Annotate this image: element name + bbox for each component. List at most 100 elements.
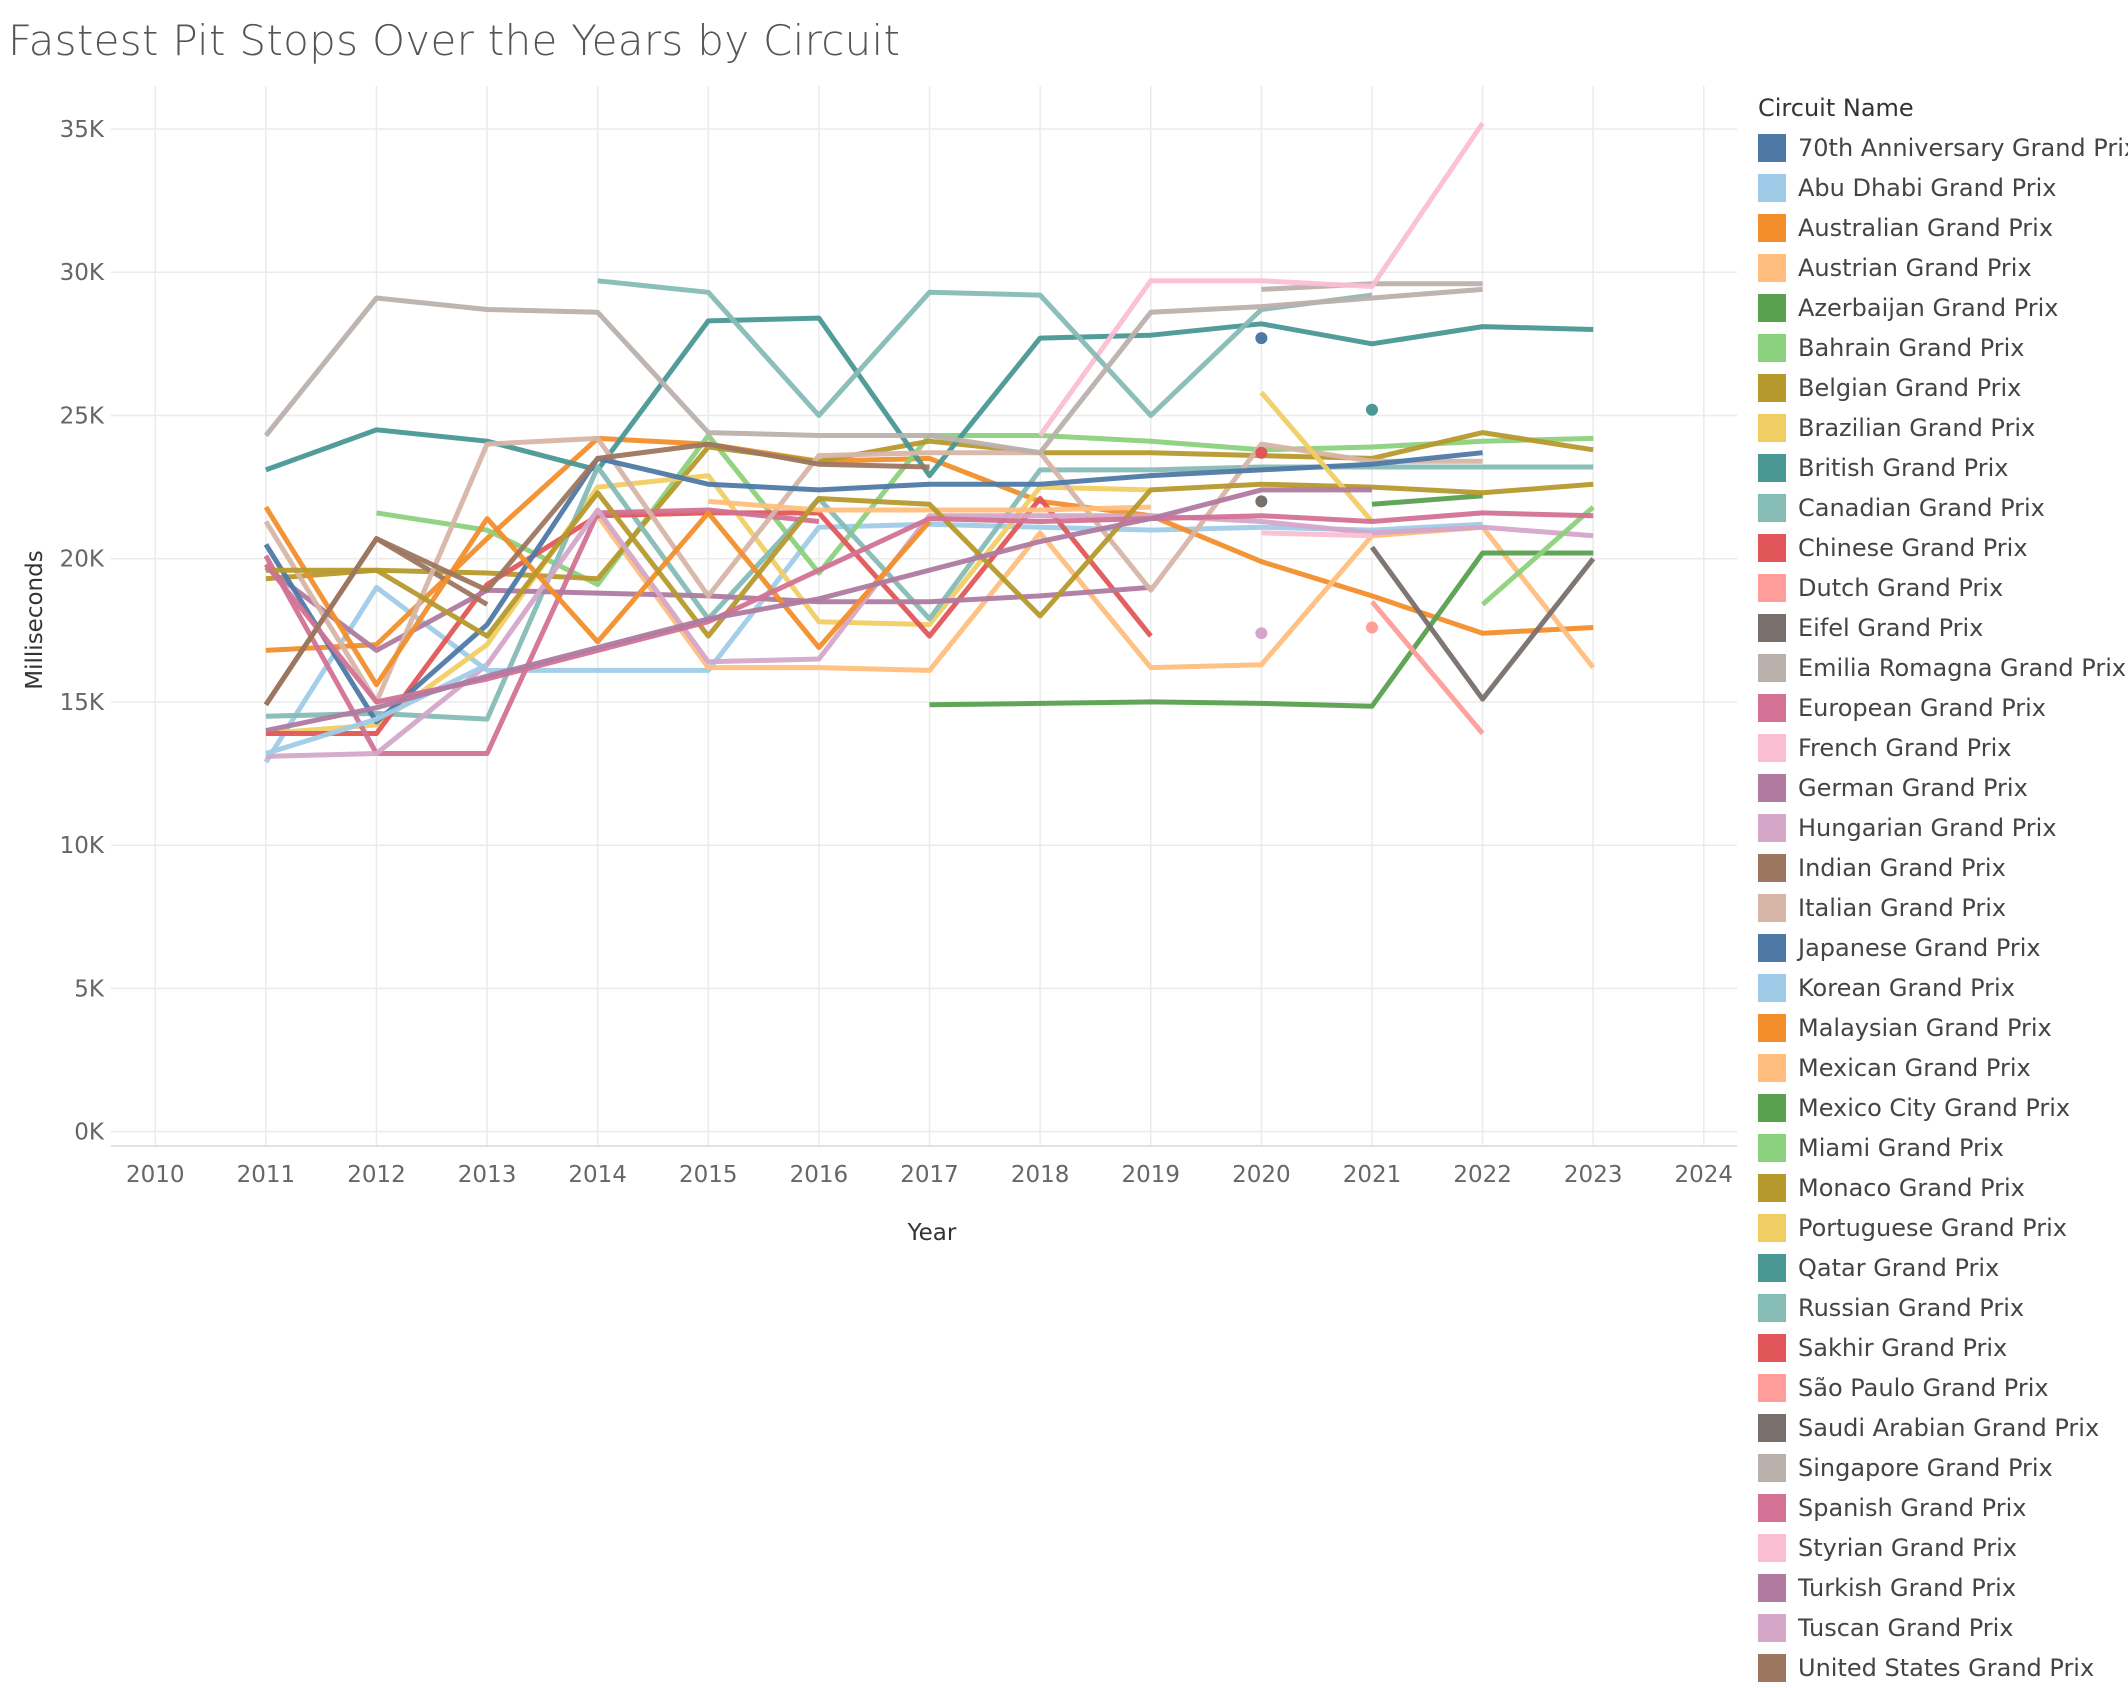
series-point[interactable]: [1365, 621, 1378, 634]
legend-item[interactable]: French Grand Prix: [1758, 728, 2120, 768]
legend-item[interactable]: Emilia Romagna Grand Prix: [1758, 648, 2126, 688]
legend-item[interactable]: Portuguese Grand Prix: [1758, 1208, 2120, 1248]
legend-item[interactable]: United States Grand Prix: [1758, 1648, 2120, 1688]
legend-item[interactable]: Indian Grand Prix: [1758, 848, 2120, 888]
legend-swatch: [1758, 814, 1786, 842]
legend-item[interactable]: Korean Grand Prix: [1758, 968, 2120, 1008]
legend-item[interactable]: Miami Grand Prix: [1758, 1128, 2120, 1168]
legend-item[interactable]: Hungarian Grand Prix: [1758, 808, 2120, 848]
legend-label: Singapore Grand Prix: [1798, 1454, 2053, 1482]
series-line[interactable]: [265, 464, 1594, 722]
legend-label: Monaco Grand Prix: [1798, 1174, 2025, 1202]
legend-item[interactable]: Singapore Grand Prix: [1758, 1448, 2120, 1488]
legend-label: Azerbaijan Grand Prix: [1798, 294, 2059, 322]
x-axis-label: Year: [907, 1220, 957, 1246]
legend-item[interactable]: Abu Dhabi Grand Prix: [1758, 168, 2120, 208]
legend-item[interactable]: Monaco Grand Prix: [1758, 1168, 2120, 1208]
legend-label: Korean Grand Prix: [1798, 974, 2015, 1002]
y-tick-label: 5K: [74, 976, 105, 1002]
series-point[interactable]: [1255, 332, 1268, 345]
x-tick-label: 2013: [458, 1162, 517, 1188]
series-line[interactable]: [929, 550, 1594, 709]
legend-item[interactable]: Bahrain Grand Prix: [1758, 328, 2120, 368]
series-line[interactable]: [263, 510, 1594, 705]
series-line[interactable]: [265, 481, 1594, 639]
series-point[interactable]: [1255, 495, 1268, 508]
series-line[interactable]: [1480, 505, 1595, 607]
series-line[interactable]: [265, 315, 1594, 479]
series-line[interactable]: [1038, 121, 1485, 437]
legend-label: Brazilian Grand Prix: [1798, 414, 2036, 442]
legend-item[interactable]: Azerbaijan Grand Prix: [1758, 288, 2120, 328]
series-line[interactable]: [265, 435, 1594, 653]
series-line[interactable]: [708, 498, 1151, 513]
legend-item[interactable]: 70th Anniversary Grand Prix: [1758, 128, 2128, 168]
legend-swatch: [1758, 254, 1786, 282]
series-line[interactable]: [1371, 493, 1483, 507]
legend-item[interactable]: Mexico City Grand Prix: [1758, 1088, 2120, 1128]
legend-item[interactable]: São Paulo Grand Prix: [1758, 1368, 2120, 1408]
legend-item[interactable]: Mexican Grand Prix: [1758, 1048, 2120, 1088]
legend-swatch: [1758, 1294, 1786, 1322]
legend-item[interactable]: Belgian Grand Prix: [1758, 368, 2120, 408]
legend-item[interactable]: Brazilian Grand Prix: [1758, 408, 2120, 448]
legend-label: Miami Grand Prix: [1798, 1134, 2004, 1162]
legend-swatch: [1758, 1574, 1786, 1602]
legend-item[interactable]: Russian Grand Prix: [1758, 1288, 2120, 1328]
legend-label: Qatar Grand Prix: [1798, 1254, 2000, 1282]
series-line[interactable]: [263, 435, 1483, 705]
legend-item[interactable]: Australian Grand Prix: [1758, 208, 2120, 248]
series-line[interactable]: [1369, 545, 1596, 702]
series-line[interactable]: [597, 278, 1373, 418]
series-line[interactable]: [1261, 530, 1373, 539]
legend-swatch: [1758, 1534, 1786, 1562]
legend-label: Spanish Grand Prix: [1798, 1494, 2027, 1522]
legend-label: Hungarian Grand Prix: [1798, 814, 2057, 842]
series-point[interactable]: [1365, 403, 1378, 416]
legend-item[interactable]: Turkish Grand Prix: [1758, 1568, 2120, 1608]
series-line[interactable]: [263, 507, 820, 756]
x-tick-label: 2015: [679, 1162, 738, 1188]
legend-swatch: [1758, 1014, 1786, 1042]
legend-label: German Grand Prix: [1798, 774, 2028, 802]
legend-item[interactable]: Qatar Grand Prix: [1758, 1248, 2120, 1288]
legend-item[interactable]: Tuscan Grand Prix: [1758, 1608, 2120, 1648]
legend-item[interactable]: Dutch Grand Prix: [1758, 568, 2120, 608]
series-line[interactable]: [265, 662, 489, 756]
legend-label: 70th Anniversary Grand Prix: [1798, 134, 2128, 162]
legend-swatch: [1758, 294, 1786, 322]
legend-item[interactable]: Chinese Grand Prix: [1758, 528, 2120, 568]
legend-swatch: [1758, 1374, 1786, 1402]
legend-item[interactable]: German Grand Prix: [1758, 768, 2120, 808]
legend-item[interactable]: Saudi Arabian Grand Prix: [1758, 1408, 2120, 1448]
legend-swatch: [1758, 774, 1786, 802]
legend-item[interactable]: Malaysian Grand Prix: [1758, 1008, 2120, 1048]
legend-item[interactable]: Spanish Grand Prix: [1758, 1488, 2120, 1528]
legend-swatch: [1758, 1614, 1786, 1642]
legend-item[interactable]: Styrian Grand Prix: [1758, 1528, 2120, 1568]
series-line[interactable]: [263, 505, 932, 688]
legend-item[interactable]: Eifel Grand Prix: [1758, 608, 2120, 648]
legend-swatch: [1758, 1214, 1786, 1242]
series-line[interactable]: [1259, 390, 1374, 524]
legend-item[interactable]: Canadian Grand Prix: [1758, 488, 2120, 528]
legend-item[interactable]: Austrian Grand Prix: [1758, 248, 2120, 288]
legend-item[interactable]: Italian Grand Prix: [1758, 888, 2120, 928]
series-line[interactable]: [265, 430, 1594, 582]
legend-item[interactable]: Japanese Grand Prix: [1758, 928, 2120, 968]
legend-swatch: [1758, 334, 1786, 362]
series-point[interactable]: [1255, 446, 1268, 459]
legend-swatch: [1758, 1054, 1786, 1082]
series-line[interactable]: [263, 441, 930, 707]
series-line[interactable]: [263, 450, 1483, 725]
legend-label: Malaysian Grand Prix: [1798, 1014, 2052, 1042]
legend-swatch: [1758, 694, 1786, 722]
series-line[interactable]: [263, 286, 1483, 456]
legend-label: Eifel Grand Prix: [1798, 614, 1984, 642]
series-line[interactable]: [265, 487, 1372, 734]
legend-item[interactable]: European Grand Prix: [1758, 688, 2120, 728]
series-line[interactable]: [1370, 600, 1485, 736]
series-point[interactable]: [1255, 627, 1268, 640]
legend-item[interactable]: Sakhir Grand Prix: [1758, 1328, 2120, 1368]
legend-item[interactable]: British Grand Prix: [1758, 448, 2120, 488]
